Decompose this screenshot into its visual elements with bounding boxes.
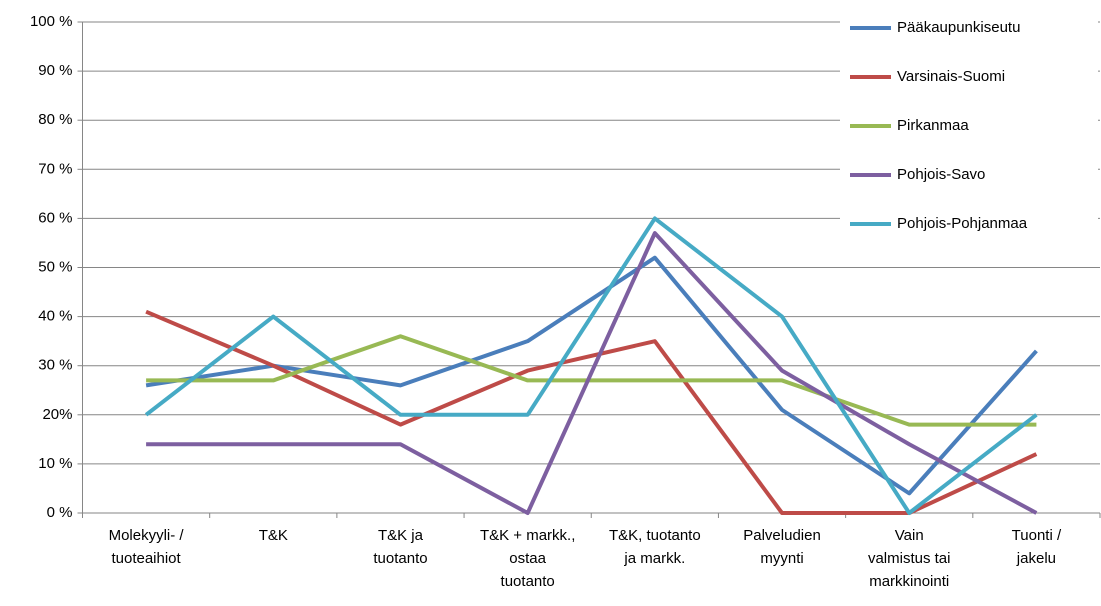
x-tick-label: T&K ja tuotanto [373,527,428,567]
x-tick-label: T&K [258,527,288,544]
y-tick-label: 20% [42,406,72,423]
x-tick-label: Vain valmistus tai markkinointi [867,527,951,590]
legend-label: Pirkanmaa [897,117,969,134]
y-tick-label: 0 % [47,504,73,521]
y-tick-label: 50 % [38,258,72,275]
series-line [146,334,1037,427]
y-tick-label: 70 % [38,160,72,177]
legend-label: Pohjois-Pohjanmaa [897,215,1028,232]
y-tick-label: 100 % [30,13,73,30]
y-tick-label: 10 % [38,455,72,472]
x-tick-label: Molekyyli- / tuoteaihiot [108,527,184,567]
x-tick-label: T&K + markk., ostaa tuotanto [479,527,576,590]
x-tick-label: Palveludien myynti [743,527,821,567]
y-tick-label: 30 % [38,357,72,374]
legend-label: Pohjois-Savo [897,166,985,183]
series-line [145,309,1038,515]
y-tick-label: 80 % [38,111,72,128]
legend-label: Varsinais-Suomi [897,68,1005,85]
legend-label: Pääkaupunkiseutu [897,19,1020,36]
x-tick-label: Tuonti / jakelu [1011,527,1062,567]
series-line [146,231,1038,515]
y-tick-label: 90 % [38,62,72,79]
x-tick-label: T&K, tuotanto ja markk. [608,527,701,567]
y-tick-label: 40 % [38,308,72,325]
series-line [144,216,1038,515]
y-tick-label: 60 % [38,209,72,226]
